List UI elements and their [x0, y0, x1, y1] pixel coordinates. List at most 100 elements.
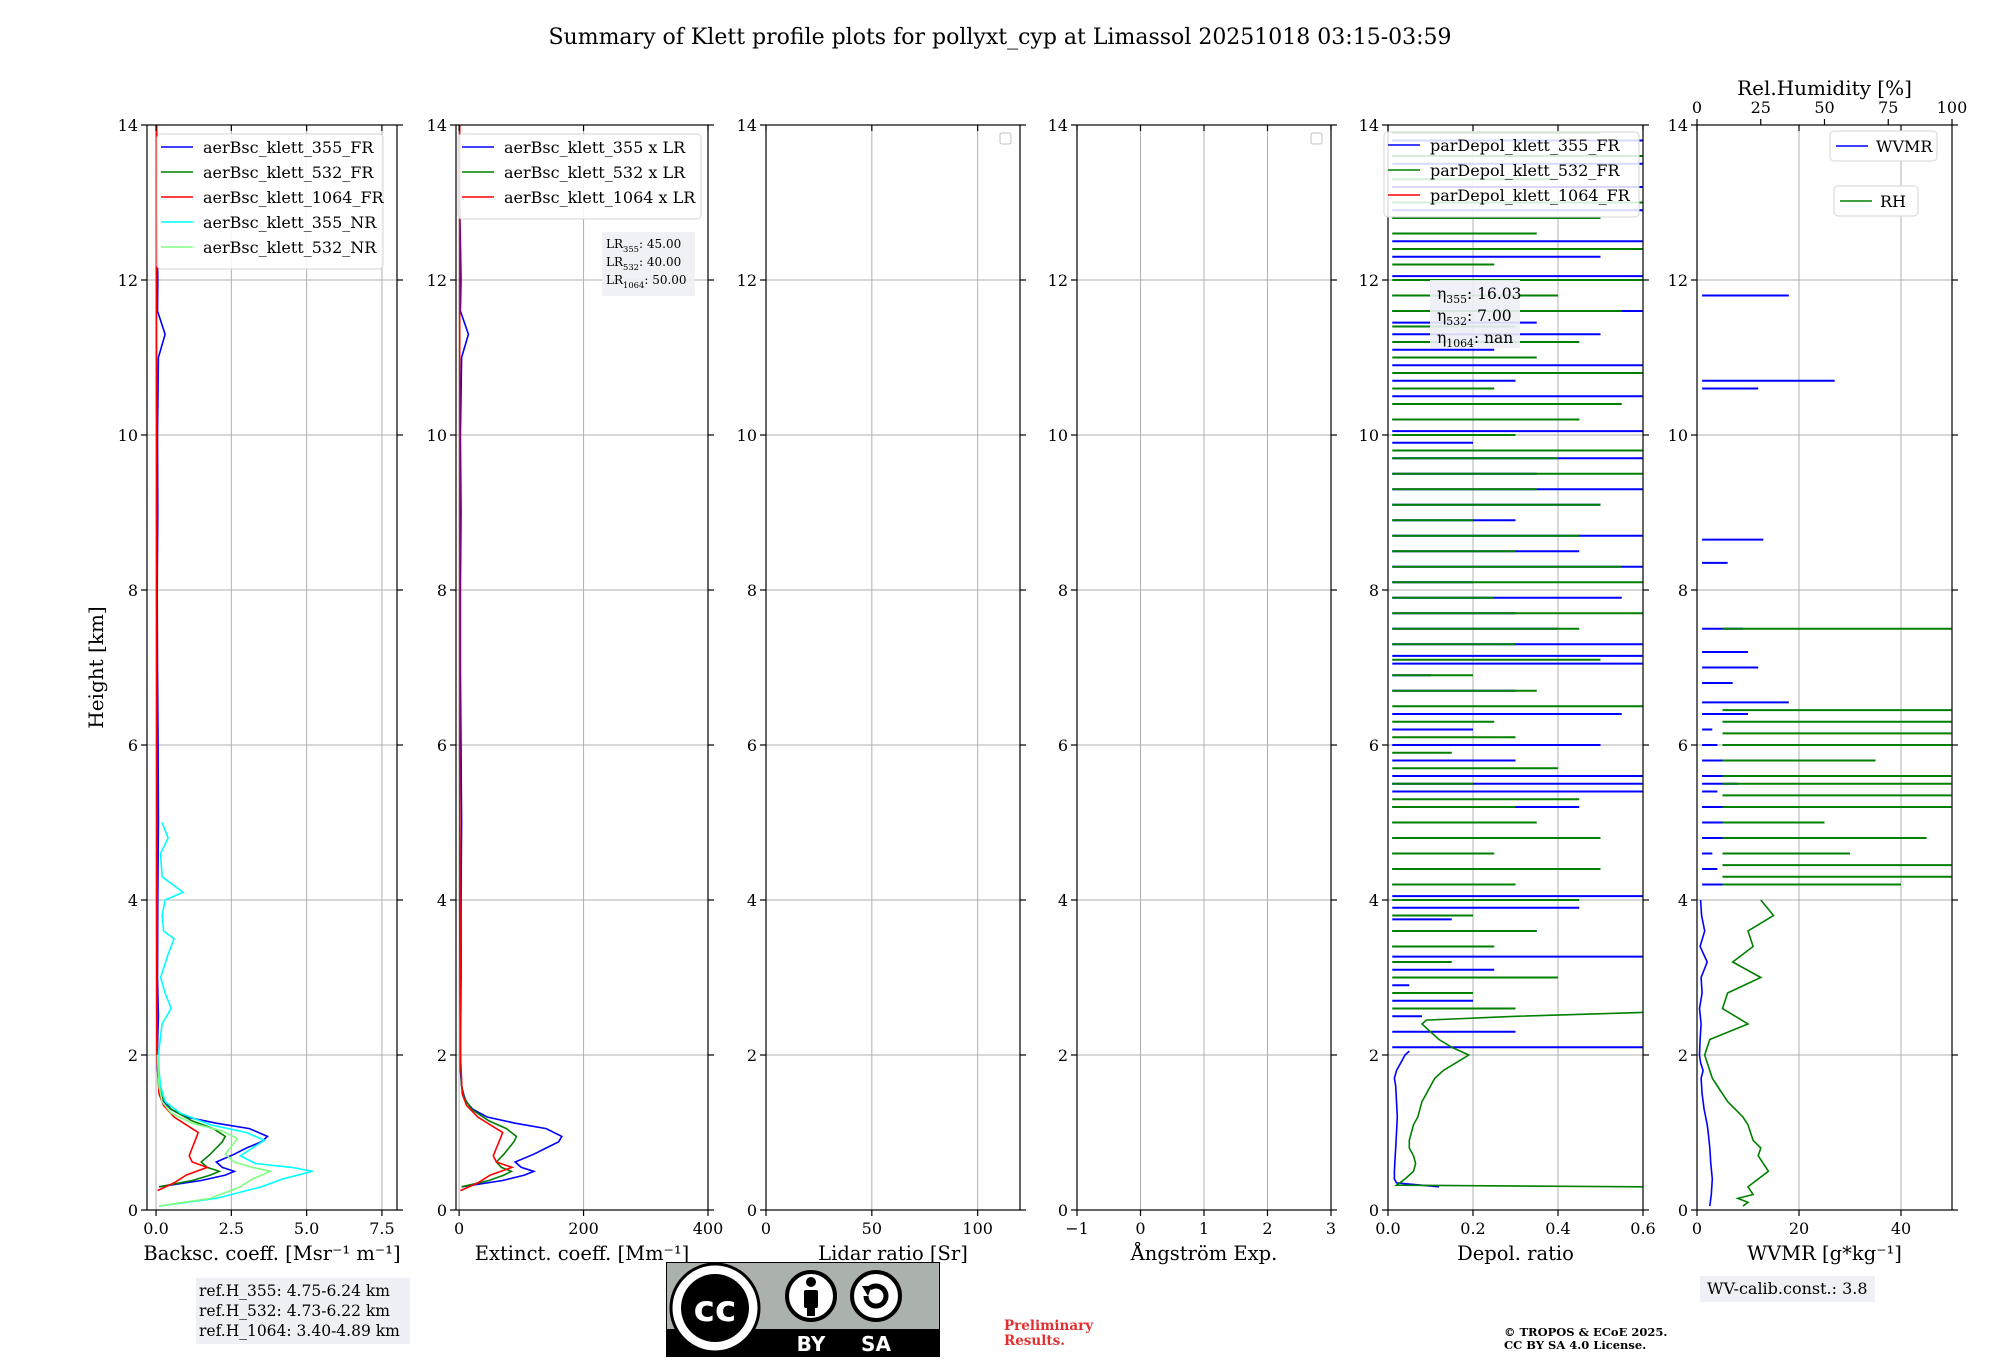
ytick-label: 14 — [1048, 116, 1068, 135]
ytick-label: 14 — [118, 116, 138, 135]
ytick-label: 8 — [128, 581, 138, 600]
legend-box — [457, 133, 702, 220]
ytick-label: 6 — [1058, 736, 1068, 755]
xtick-label: 1 — [1199, 1219, 1209, 1238]
legend-entry: aerBsc_klett_532_NR — [203, 238, 377, 257]
series-parDepol_klett_355_FR — [1393, 1050, 1440, 1188]
xtick-label: 100 — [962, 1219, 993, 1238]
top-xaxis-label: Rel.Humidity [%] — [1737, 76, 1912, 100]
ytick-label: 8 — [747, 581, 757, 600]
xtick-label: 0.6 — [1630, 1219, 1655, 1238]
legend-entry: aerBsc_klett_355_FR — [203, 138, 374, 157]
sa-label: SA — [861, 1332, 891, 1356]
top-xtick-label: 0 — [1692, 98, 1702, 117]
ytick-label: 4 — [1058, 891, 1068, 910]
legend-entry: aerBsc_klett_1064 x LR — [504, 188, 696, 207]
legend-box — [156, 133, 384, 270]
legend-entry: parDepol_klett_355_FR — [1430, 136, 1621, 155]
ytick-label: 2 — [1369, 1046, 1379, 1065]
ytick-label: 8 — [1678, 581, 1688, 600]
ytick-label: 0 — [1678, 1201, 1688, 1220]
ytick-label: 12 — [1359, 271, 1379, 290]
xtick-label: 50 — [862, 1219, 882, 1238]
legend-entry: aerBsc_klett_532_FR — [203, 163, 374, 182]
legend-entry: parDepol_klett_1064_FR — [1430, 186, 1631, 205]
plot-area — [1698, 294, 1952, 1207]
xtick-label: 0 — [761, 1219, 771, 1238]
wv-calibration-box: WV-calib.const.: 3.8 — [1700, 1276, 1875, 1302]
xtick-label: 0.4 — [1545, 1219, 1570, 1238]
series-aerBsc_klett_355_NR — [157, 822, 313, 1207]
legend: aerBsc_klett_355_FR aerBsc_klett_532_FRae… — [156, 133, 385, 270]
series-aerBsc_klett_355_FR — [155, 125, 269, 1188]
annotation-line: η1064: nan — [1437, 329, 1513, 350]
ytick-label: 2 — [128, 1046, 138, 1065]
ytick-label: 0 — [437, 1201, 447, 1220]
xtick-label: 2.5 — [219, 1219, 244, 1238]
top-xtick-label: 25 — [1751, 98, 1771, 117]
legend: parDepol_klett_355_FR parDepol_klett_532_… — [1383, 131, 1640, 218]
series-aerBsc_klett_1064 x LR — [458, 125, 515, 1192]
ref-height-1064: ref.H_1064: 3.40-4.89 km — [199, 1322, 400, 1340]
annotation-line: LR532: 40.00 — [606, 255, 681, 272]
series-WVMR — [1698, 899, 1714, 1207]
xaxis-label: WVMR [g*kg⁻¹] — [1747, 1242, 1902, 1265]
sa-share-icon — [863, 1283, 889, 1309]
xtick-label: 400 — [693, 1219, 724, 1238]
ytick-label: 12 — [1668, 271, 1688, 290]
ytick-label: 12 — [427, 271, 447, 290]
ytick-label: 10 — [1668, 426, 1688, 445]
top-xtick-label: 50 — [1814, 98, 1834, 117]
axes-frame — [455, 124, 709, 1211]
ytick-label: 2 — [1058, 1046, 1068, 1065]
legend-entry: WVMR — [1876, 137, 1933, 156]
ytick-label: 2 — [1678, 1046, 1688, 1065]
xtick-label: 20 — [1789, 1219, 1809, 1238]
series-aerBsc_klett_532 x LR — [458, 125, 518, 1188]
copyright-line-1: © TROPOS & ECoE 2025. — [1504, 1325, 1668, 1339]
legend-entry: aerBsc_klett_355 x LR — [504, 138, 686, 157]
xtick-label: −1 — [1065, 1219, 1089, 1238]
by-label: BY — [797, 1332, 826, 1356]
xtick-label: 0 — [454, 1219, 464, 1238]
xaxis-label: Backsc. coeff. [Msr⁻¹ m⁻¹] — [143, 1242, 400, 1265]
ytick-label: 10 — [1048, 426, 1068, 445]
top-xtick-label: 100 — [1937, 98, 1968, 117]
reference-height-box: ref.H_355: 4.75-6.24 km ref.H_532: 4.73-… — [196, 1278, 410, 1344]
ytick-label: 2 — [437, 1046, 447, 1065]
copyright-note: © TROPOS & ECoE 2025. CC BY SA 4.0 Licen… — [1504, 1326, 1667, 1352]
ytick-label: 6 — [128, 736, 138, 755]
ytick-label: 10 — [1359, 426, 1379, 445]
ref-height-532: ref.H_532: 4.73-6.22 km — [199, 1302, 390, 1320]
legend: aerBsc_klett_355 x LR aerBsc_klett_532 x … — [457, 133, 702, 220]
axes-frame — [1387, 124, 1644, 1211]
ytick-label: 4 — [747, 891, 757, 910]
ytick-label: 12 — [118, 271, 138, 290]
legend-entry: RH — [1880, 192, 1906, 211]
series-parDepol_klett_532_FR — [1394, 1011, 1643, 1188]
xtick-label: 0.0 — [1375, 1219, 1400, 1238]
series-aerBsc_klett_532_FR — [155, 125, 227, 1188]
ytick-label: 4 — [1369, 891, 1379, 910]
ytick-label: 4 — [128, 891, 138, 910]
preliminary-line-2: Results. — [1004, 1333, 1065, 1349]
plot-area — [458, 125, 563, 1192]
ytick-label: 2 — [747, 1046, 757, 1065]
series-aerBsc_klett_1064_FR — [155, 125, 210, 1192]
ytick-label: 8 — [1369, 581, 1379, 600]
ytick-label: 0 — [1369, 1201, 1379, 1220]
panel-lidar-ratio: 0 2 4 6 8 10 12 14 0 50 100 Lidar ratio [Sr] — [737, 116, 1026, 1265]
series-RH — [1703, 899, 1775, 1207]
xtick-label: 0.0 — [143, 1219, 168, 1238]
ytick-label: 8 — [437, 581, 447, 600]
annotation-line: η532: 7.00 — [1437, 307, 1512, 328]
ytick-label: 6 — [437, 736, 447, 755]
xaxis-label: Lidar ratio [Sr] — [818, 1242, 968, 1265]
ytick-label: 0 — [128, 1201, 138, 1220]
legend-box — [1829, 130, 1938, 162]
legend-entry: aerBsc_klett_355_NR — [203, 213, 377, 232]
figure-title: Summary of Klett profile plots for polly… — [548, 25, 1451, 50]
